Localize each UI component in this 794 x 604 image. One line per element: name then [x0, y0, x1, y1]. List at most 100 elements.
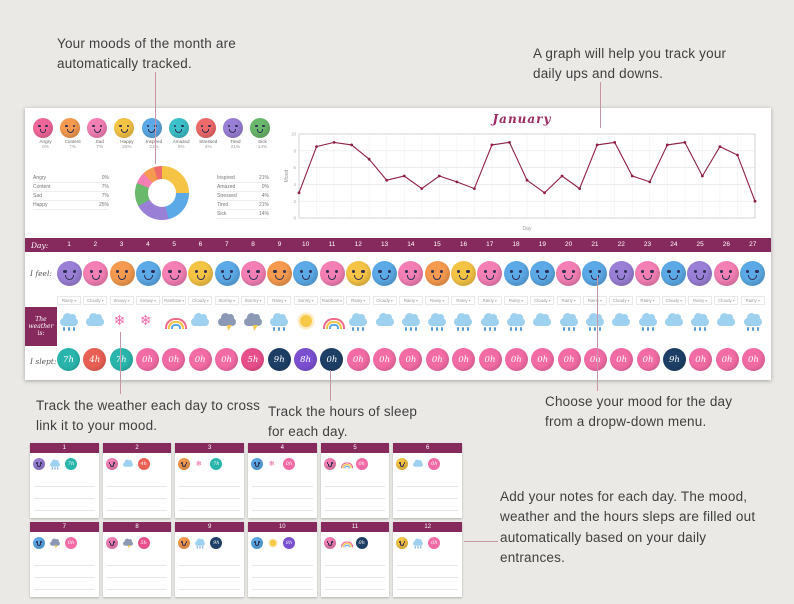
mood-face-day-19[interactable]	[529, 261, 555, 286]
mood-face-day-9[interactable]	[267, 261, 293, 286]
sleep-hours-day-15[interactable]: 0h	[425, 348, 449, 371]
storm-weather-icon	[48, 537, 61, 549]
sleep-hours-day-6[interactable]: 0h	[188, 348, 212, 371]
weather-dropdown-day-26[interactable]: Cloudy ▾	[714, 296, 739, 305]
sleep-hours-day-25[interactable]: 0h	[689, 348, 713, 371]
weather-dropdown-day-19[interactable]: Cloudy ▾	[530, 296, 555, 305]
notes-area[interactable]	[175, 552, 244, 590]
weather-dropdown-day-11[interactable]: Rainbow ▾	[319, 296, 344, 305]
sleep-hours-day-5[interactable]: 0h	[162, 348, 186, 371]
weather-dropdown-day-14[interactable]: Rainy ▾	[398, 296, 423, 305]
sleep-hours-day-8[interactable]: 5h	[241, 348, 265, 371]
face-left-eye	[641, 269, 645, 273]
mood-face-day-8[interactable]	[240, 261, 266, 286]
notes-area[interactable]	[30, 552, 99, 590]
face-left-eye	[430, 269, 435, 273]
sleep-hours-day-24[interactable]: 9h	[662, 348, 686, 371]
weather-dropdown-day-5[interactable]: Rainbow ▾	[162, 296, 187, 305]
weather-dropdown-day-2[interactable]: Cloudy ▾	[83, 296, 108, 305]
mood-face-day-11[interactable]	[319, 261, 345, 286]
sleep-hours-day-17[interactable]: 0h	[478, 348, 502, 371]
mood-face-day-14[interactable]	[398, 261, 424, 286]
notes-area[interactable]	[103, 473, 172, 511]
weather-dropdown-day-20[interactable]: Rainy ▾	[556, 296, 581, 305]
sleep-hours-day-21[interactable]: 0h	[583, 348, 607, 371]
cloud-shape	[217, 313, 236, 326]
sleep-hours-day-20[interactable]: 0h	[557, 348, 581, 371]
weather-dropdown-day-9[interactable]: Rainy ▾	[267, 296, 292, 305]
mood-face-day-20[interactable]	[556, 261, 582, 286]
face-right-eye	[331, 541, 333, 543]
mood-face-day-6[interactable]	[188, 261, 214, 286]
mood-face-day-18[interactable]	[503, 261, 529, 286]
sleep-hours-day-27[interactable]: 0h	[741, 348, 765, 371]
sleep-hours-day-11[interactable]: 0h	[320, 348, 344, 371]
mood-face-day-3[interactable]	[109, 261, 135, 286]
weather-dropdown-day-3[interactable]: Snowy ▾	[109, 296, 134, 305]
weather-dropdown-day-25[interactable]: Rainy ▾	[688, 296, 713, 305]
notes-area[interactable]	[321, 473, 390, 511]
mood-face-day-26[interactable]	[713, 261, 739, 286]
mood-face-day-25[interactable]	[687, 261, 713, 286]
mood-face-day-1[interactable]	[57, 261, 82, 286]
mood-face-day-4[interactable]	[135, 261, 161, 286]
mood-face-day-10[interactable]	[293, 261, 319, 286]
mood-face-day-21[interactable]	[582, 261, 608, 286]
mood-face-day-12[interactable]	[345, 261, 371, 286]
sleep-hours-day-16[interactable]: 0h	[452, 348, 476, 371]
mood-face-day-27[interactable]	[739, 261, 765, 286]
sleep-hours-day-12[interactable]: 0h	[346, 348, 370, 371]
sleep-hours-day-1[interactable]: 7h	[57, 348, 80, 371]
notes-area[interactable]	[248, 552, 317, 590]
sleep-hours-day-22[interactable]: 0h	[610, 348, 634, 371]
notes-area[interactable]	[175, 473, 244, 511]
sleep-hours-day-18[interactable]: 0h	[504, 348, 528, 371]
weather-dropdown-day-1[interactable]: Rainy ▾	[57, 296, 81, 305]
weather-dropdown-day-23[interactable]: Rainy ▾	[635, 296, 660, 305]
sleep-hours-day-14[interactable]: 0h	[399, 348, 423, 371]
mood-face-day-13[interactable]	[372, 261, 398, 286]
notes-area[interactable]	[393, 552, 462, 590]
mood-face-day-5[interactable]	[162, 261, 188, 286]
sleep-hours-day-9[interactable]: 9h	[267, 348, 291, 371]
mood-face-day-23[interactable]	[634, 261, 660, 286]
sleep-hours-day-4[interactable]: 0h	[136, 348, 160, 371]
mood-face-day-22[interactable]	[608, 261, 634, 286]
notes-area[interactable]	[321, 552, 390, 590]
sleep-hours-day-19[interactable]: 0h	[531, 348, 555, 371]
weather-dropdown-day-21[interactable]: Rainy ▾	[582, 296, 607, 305]
weather-dropdown-day-12[interactable]: Rainy ▾	[346, 296, 371, 305]
mood-face-day-17[interactable]	[477, 261, 503, 286]
sleep-hours-day-2[interactable]: 4h	[83, 348, 107, 371]
notes-area[interactable]	[30, 473, 99, 511]
mood-face-day-15[interactable]	[424, 261, 450, 286]
sleep-hours-day-7[interactable]: 0h	[215, 348, 239, 371]
sleep-hours-day-26[interactable]: 0h	[715, 348, 739, 371]
sleep-hours-day-23[interactable]: 0h	[636, 348, 660, 371]
weather-dropdown-day-8[interactable]: Stormy ▾	[241, 296, 266, 305]
mood-face-day-16[interactable]	[450, 261, 476, 286]
weather-dropdown-day-15[interactable]: Rainy ▾	[425, 296, 450, 305]
mood-face-day-7[interactable]	[214, 261, 240, 286]
weather-dropdown-day-13[interactable]: Cloudy ▾	[372, 296, 397, 305]
weather-dropdown-day-18[interactable]: Rainy ▾	[504, 296, 529, 305]
notes-area[interactable]	[103, 552, 172, 590]
weather-dropdown-day-6[interactable]: Cloudy ▾	[188, 296, 213, 305]
sleep-hours-day-10[interactable]: 8h	[294, 348, 318, 371]
mood-face-day-24[interactable]	[661, 261, 687, 286]
sleep-hours-day-13[interactable]: 0h	[373, 348, 397, 371]
weather-dropdown-day-7[interactable]: Stormy ▾	[214, 296, 239, 305]
weather-dropdown-day-24[interactable]: Cloudy ▾	[661, 296, 686, 305]
sleep-hours-day-3[interactable]: 7h	[109, 348, 133, 371]
weather-dropdown-day-4[interactable]: Snowy ▾	[135, 296, 160, 305]
weather-dropdown-day-27[interactable]: Rainy ▾	[740, 296, 765, 305]
face-left-eye	[108, 541, 111, 543]
mood-face-day-2[interactable]	[83, 261, 109, 286]
weather-dropdown-day-17[interactable]: Rainy ▾	[477, 296, 502, 305]
weather-dropdown-day-16[interactable]: Rainy ▾	[451, 296, 476, 305]
notes-area[interactable]	[393, 473, 462, 511]
weather-dropdown-day-22[interactable]: Cloudy ▾	[609, 296, 634, 305]
weather-dropdown-day-10[interactable]: Sunny ▾	[293, 296, 318, 305]
notes-area[interactable]	[248, 473, 317, 511]
note-line	[397, 578, 458, 590]
